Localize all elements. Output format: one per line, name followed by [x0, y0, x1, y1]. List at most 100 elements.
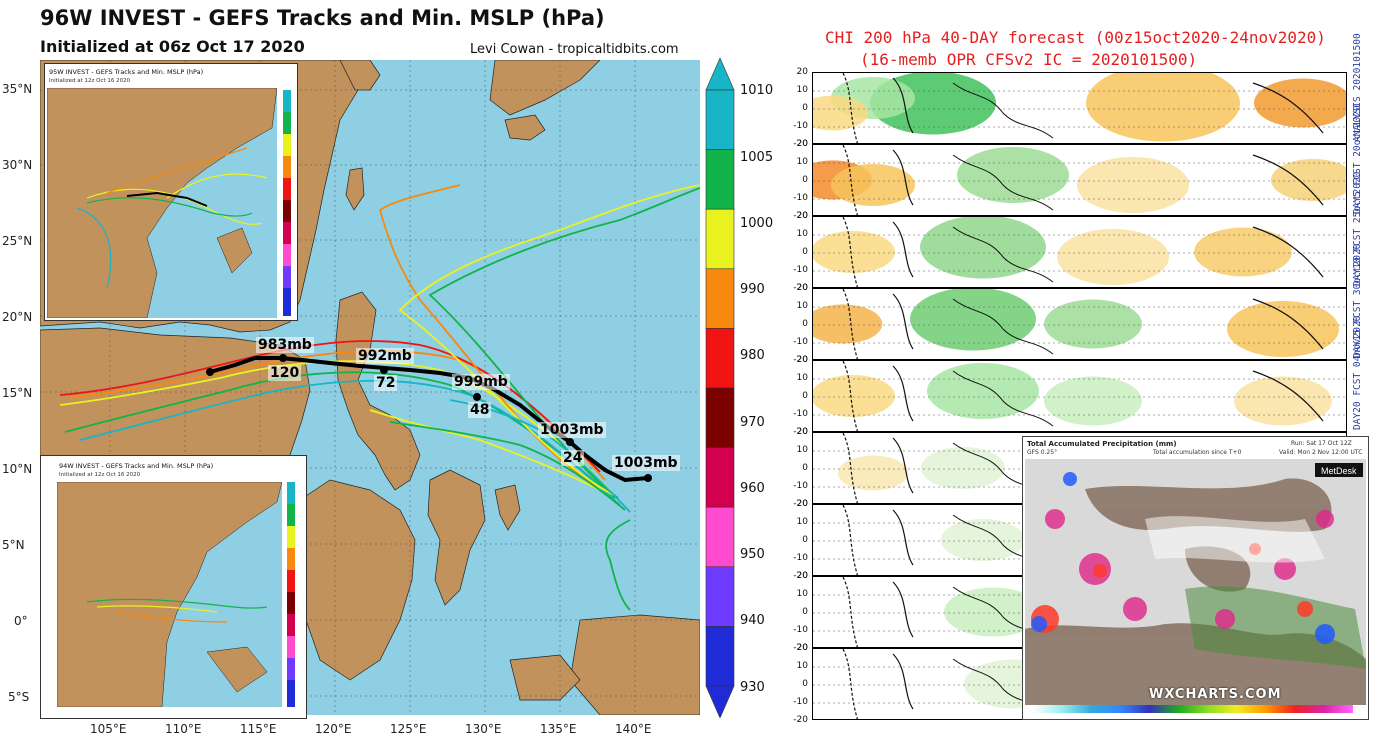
chi-panel-label: DAY20 FCST 04nov2020: [1352, 315, 1363, 430]
chi-y-tick: -20: [793, 715, 808, 725]
colorbar-segment: [705, 506, 735, 568]
chi-y-tick: 10: [796, 661, 808, 671]
lat-label: 15°N: [2, 386, 33, 400]
lon-label: 125°E: [390, 722, 427, 736]
chi-y-tick: -20: [793, 499, 808, 509]
colorbar-label: 990: [740, 282, 765, 297]
chi-y-tick: -20: [793, 283, 808, 293]
precip-run: Run: Sat 17 Oct 12Z: [1291, 440, 1352, 447]
chi-y-tick: 20: [796, 427, 808, 437]
chi-y-tick: 10: [796, 229, 808, 239]
chi-y-tick: 10: [796, 445, 808, 455]
pressure-label-999: 999mb: [452, 374, 510, 390]
colorbar-label: 1010: [740, 83, 774, 98]
chi-y-tick: -10: [793, 265, 808, 275]
chi-y-tick: -10: [793, 481, 808, 491]
colorbar-label: 930: [740, 680, 765, 695]
chi-y-tick: 10: [796, 157, 808, 167]
colorbar-segment: [705, 89, 735, 150]
lat-label: 0°: [14, 614, 28, 628]
chi-y-tick: -10: [793, 409, 808, 419]
pressure-label-1003b: 1003mb: [612, 455, 680, 471]
lat-label: 30°N: [2, 158, 33, 172]
precip-brand-logo: MetDesk: [1321, 466, 1357, 476]
hour-label-72: 72: [374, 375, 398, 391]
colorbar-label: 950: [740, 547, 765, 562]
inset-94w-chart: [57, 482, 282, 707]
colorbar-label: 970: [740, 415, 765, 430]
chi-y-tick: 10: [796, 589, 808, 599]
hour-label-24: 24: [561, 450, 585, 466]
inset-95w-map: 95W INVEST - GEFS Tracks and Min. MSLP (…: [44, 63, 298, 321]
hour-label-48: 48: [468, 402, 492, 418]
inset-95w-subtitle: Initialized at 12z Oct 16 2020: [49, 78, 131, 84]
inset-95w-title: 95W INVEST - GEFS Tracks and Min. MSLP (…: [49, 68, 204, 76]
gefs-credit: Levi Cowan - tropicaltidbits.com: [470, 42, 679, 57]
chi-y-tick: 0: [802, 463, 808, 473]
lon-label: 110°E: [165, 722, 202, 736]
chi-y-tick: 20: [796, 643, 808, 653]
chi-y-tick: -20: [793, 355, 808, 365]
chi-y-tick: 20: [796, 355, 808, 365]
lon-label: 135°E: [540, 722, 577, 736]
chi-y-tick: 0: [802, 175, 808, 185]
chi-y-tick: 20: [796, 283, 808, 293]
lon-label: 115°E: [240, 722, 277, 736]
chi-panel: [812, 288, 1347, 360]
pressure-label-983: 983mb: [256, 337, 314, 353]
gefs-title: 96W INVEST - GEFS Tracks and Min. MSLP (…: [40, 6, 605, 30]
chi-y-tick: -10: [793, 697, 808, 707]
chi-y-tick: 10: [796, 301, 808, 311]
chi-y-tick: -10: [793, 625, 808, 635]
inset-94w-title: 94W INVEST - GEFS Tracks and Min. MSLP (…: [59, 462, 214, 470]
mean-track-points: [206, 354, 652, 482]
inset-94w-colorbar: [287, 482, 295, 707]
colorbar-label: 1000: [740, 216, 774, 231]
chi-y-tick: 0: [802, 607, 808, 617]
colorbar-segment: [705, 566, 735, 627]
inset-94w-map: 94W INVEST - GEFS Tracks and Min. MSLP (…: [40, 455, 307, 719]
chi-y-tick: 10: [796, 85, 808, 95]
lon-label: 120°E: [315, 722, 352, 736]
lat-label: 20°N: [2, 310, 33, 324]
colorbar-segment: [705, 149, 735, 210]
pressure-label-992: 992mb: [356, 348, 414, 364]
chi-panel: [812, 72, 1347, 144]
precip-inset: Total Accumulated Precipitation (mm) GFS…: [1022, 436, 1369, 720]
precip-valid: Valid: Mon 2 Nov 12:00 UTC: [1279, 449, 1363, 456]
chi-y-tick: -10: [793, 553, 808, 563]
chi-y-tick: -20: [793, 139, 808, 149]
precip-map: MetDesk: [1025, 459, 1366, 705]
chi-y-tick: 20: [796, 499, 808, 509]
chi-y-tick: -20: [793, 211, 808, 221]
chi-y-tick: 0: [802, 103, 808, 113]
chi-y-tick: 20: [796, 571, 808, 581]
lon-label: 140°E: [615, 722, 652, 736]
colorbar-segment: [705, 208, 735, 270]
colorbar-label: 960: [740, 481, 765, 496]
chi-title: CHI 200 hPa 40-DAY forecast (00z15oct202…: [825, 28, 1326, 47]
precip-model: GFS 0.25°: [1027, 449, 1058, 456]
lon-label: 130°E: [465, 722, 502, 736]
chi-y-tick: 10: [796, 517, 808, 527]
precip-accum-note: Total accumulation since T+0: [1153, 449, 1242, 456]
chi-y-tick: 10: [796, 373, 808, 383]
gefs-subtitle: Initialized at 06z Oct 17 2020: [40, 37, 305, 56]
colorbar-segment: [705, 387, 735, 448]
lat-label: 35°N: [2, 82, 33, 96]
lat-label: 5°S: [8, 690, 30, 704]
chi-panel: [812, 360, 1347, 432]
precip-colorbar: [1033, 705, 1353, 713]
colorbar-segment: [705, 447, 735, 508]
chi-y-tick: 0: [802, 679, 808, 689]
chi-y-tick: -20: [793, 571, 808, 581]
colorbar-segment: [705, 626, 735, 687]
lat-label: 25°N: [2, 234, 33, 248]
chi-y-tick: -20: [793, 643, 808, 653]
lat-label: 5°N: [2, 538, 25, 552]
hour-label-120: 120: [268, 365, 302, 381]
inset-95w-chart: [47, 88, 277, 318]
precip-title: Total Accumulated Precipitation (mm): [1027, 440, 1177, 448]
lon-label: 105°E: [90, 722, 127, 736]
chi-y-tick: -10: [793, 193, 808, 203]
